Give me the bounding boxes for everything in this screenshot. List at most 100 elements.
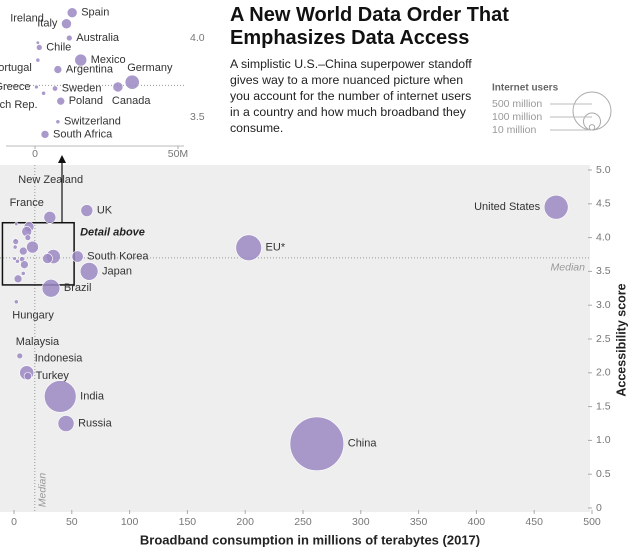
bubble xyxy=(124,74,140,90)
bubble xyxy=(16,352,24,360)
point-label: Spain xyxy=(81,7,109,19)
point-label: Sweden xyxy=(62,82,102,94)
y-tick-label: 1.0 xyxy=(596,434,611,446)
bubble xyxy=(35,40,40,45)
median-label: Median xyxy=(551,262,586,274)
bubble xyxy=(41,279,61,298)
bubble xyxy=(52,85,59,92)
x-tick-label: 450 xyxy=(525,516,543,528)
point-label: France xyxy=(10,197,44,209)
x-axis-label: Broadband consumption in millions of ter… xyxy=(140,532,480,547)
bubble xyxy=(53,65,63,74)
bubble xyxy=(43,211,57,224)
y-tick-label: 0.5 xyxy=(596,468,611,480)
bubble xyxy=(18,246,28,256)
point-label: New Zealand xyxy=(18,174,83,186)
subtitle: A simplistic U.S.–China superpower stand… xyxy=(230,57,472,135)
point-label: Switzerland xyxy=(64,116,121,128)
y-tick-label: 1.5 xyxy=(596,400,611,412)
point-label: Japan xyxy=(102,265,132,277)
bubble xyxy=(66,7,78,19)
y-tick-label: 4.5 xyxy=(596,198,611,210)
x-tick-label: 100 xyxy=(121,516,139,528)
point-label: Australia xyxy=(76,32,120,44)
x-tick-label: 400 xyxy=(468,516,486,528)
point-label: Germany xyxy=(127,62,173,74)
bubble xyxy=(24,234,32,241)
x-tick-label: 50 xyxy=(66,516,78,528)
point-label: Argentina xyxy=(66,63,114,75)
x-tick-label: 150 xyxy=(179,516,197,528)
point-label: South Korea xyxy=(87,250,149,262)
bubble xyxy=(15,258,20,264)
point-label: Mexico xyxy=(91,54,126,66)
detail-arrowhead xyxy=(58,155,66,163)
x-tick-label: 350 xyxy=(410,516,428,528)
point-label: United States xyxy=(474,201,541,213)
bubble xyxy=(14,222,19,227)
y-tick-label: 3.0 xyxy=(596,299,611,311)
point-label: India xyxy=(80,390,105,402)
bubble xyxy=(13,274,23,284)
inset-y-tick-label: 4.0 xyxy=(190,32,205,44)
inset-x-tick-label: 0 xyxy=(32,148,38,160)
point-label: Turkey xyxy=(36,370,70,382)
point-label: Poland xyxy=(69,95,103,107)
legend-label: 10 million xyxy=(492,124,537,136)
bubble xyxy=(12,238,19,245)
bubble xyxy=(26,240,39,254)
bubble xyxy=(12,256,17,261)
bubble xyxy=(13,299,19,305)
bubble xyxy=(40,130,50,139)
point-label: Italy xyxy=(37,18,58,30)
bubble xyxy=(56,96,66,106)
x-tick-label: 200 xyxy=(236,516,254,528)
legend-label: 500 million xyxy=(492,98,542,110)
bubble xyxy=(44,380,77,413)
y-tick-label: 2.0 xyxy=(596,367,611,379)
inset-x-tick-label: 50M xyxy=(168,148,188,160)
y-axis-label: Accessibility score xyxy=(614,283,628,396)
legend-circle xyxy=(583,112,601,131)
bubble xyxy=(61,18,72,30)
bubble xyxy=(112,81,124,93)
y-tick-label: 4.0 xyxy=(596,231,611,243)
point-label: Czech Rep. xyxy=(0,99,38,111)
bubble xyxy=(42,253,53,264)
legend-label: 100 million xyxy=(492,111,542,123)
point-label: Brazil xyxy=(64,282,92,294)
plot-background xyxy=(0,165,590,512)
point-label: Hungary xyxy=(12,310,54,322)
bubble xyxy=(41,90,46,96)
x-tick-label: 0 xyxy=(11,516,17,528)
bubble xyxy=(74,53,88,67)
point-label: Malaysia xyxy=(16,336,60,348)
bubble xyxy=(79,262,99,281)
point-label: Chile xyxy=(46,41,71,53)
legend-title: Internet users xyxy=(492,83,559,94)
bubble xyxy=(80,204,94,217)
point-label: Canada xyxy=(112,95,151,107)
bubble xyxy=(20,260,29,269)
bubble xyxy=(55,119,61,125)
point-label: Indonesia xyxy=(35,353,84,365)
bubble xyxy=(12,244,18,250)
bubble xyxy=(57,415,75,432)
point-label: China xyxy=(348,438,378,450)
point-label: South Africa xyxy=(53,128,113,140)
point-label: EU* xyxy=(266,242,286,254)
bubble xyxy=(289,416,345,471)
median-label: Median xyxy=(37,473,49,508)
bubble xyxy=(23,372,32,381)
y-tick-label: 3.5 xyxy=(596,265,611,277)
bubble xyxy=(35,57,41,63)
bubble xyxy=(543,194,569,220)
x-tick-label: 300 xyxy=(352,516,370,528)
bubble xyxy=(36,44,43,51)
bubble xyxy=(34,84,39,90)
bubble xyxy=(71,250,84,263)
y-tick-label: 0 xyxy=(596,502,602,514)
x-tick-label: 500 xyxy=(583,516,601,528)
